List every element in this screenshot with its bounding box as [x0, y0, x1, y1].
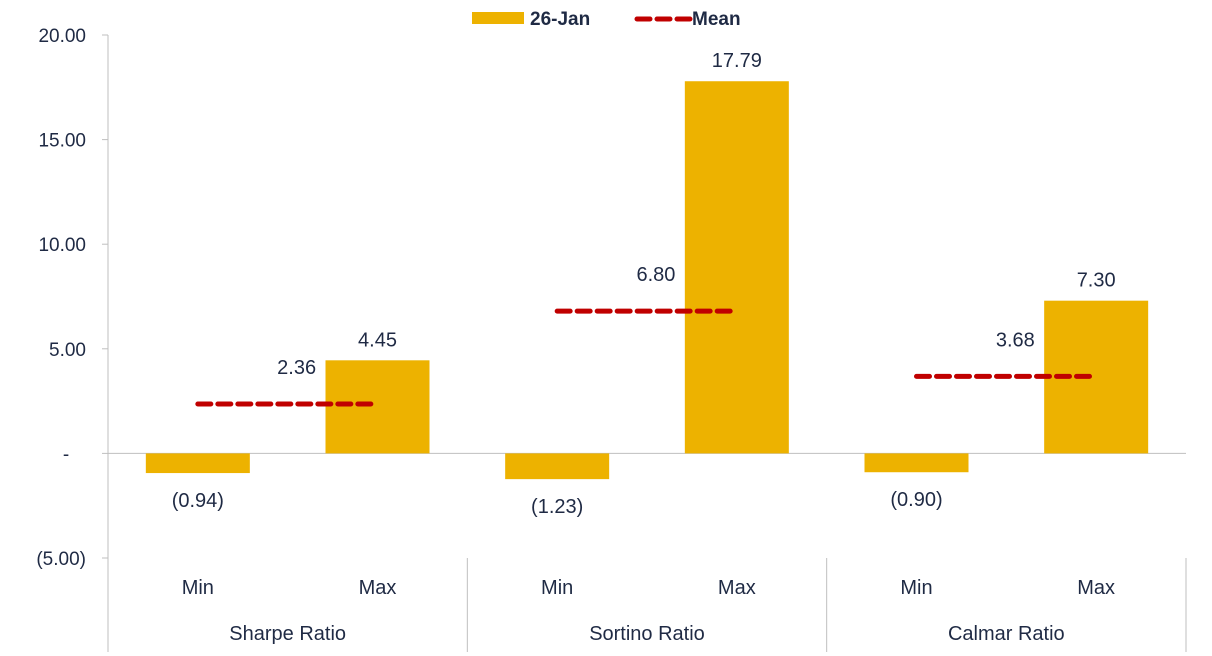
axes: 20.00 15.00 10.00 5.00 - (5.00): [36, 26, 1187, 652]
bar: [325, 360, 430, 454]
mean-data-label: 3.68: [996, 329, 1035, 351]
subcategory-label: Max: [1077, 577, 1115, 599]
y-tick-label: 5.00: [49, 340, 86, 361]
bar-data-label: (1.23): [531, 496, 583, 518]
bar-data-label: (0.94): [172, 490, 224, 512]
legend-bar-swatch: [472, 12, 524, 24]
y-tick-label: 20.00: [38, 26, 86, 47]
y-tick-label: 10.00: [38, 235, 86, 256]
subcategory-label: Min: [182, 577, 214, 599]
bar: [864, 453, 969, 473]
y-tick-label: -: [63, 444, 69, 465]
bar-data-label: 7.30: [1077, 270, 1116, 292]
bar: [145, 453, 250, 474]
group-label: Calmar Ratio: [948, 623, 1065, 645]
bar: [505, 453, 610, 480]
y-tick-label: (5.00): [36, 549, 86, 570]
subcategory-label: Max: [718, 577, 756, 599]
data-labels: (0.94) 4.45 2.36 (1.23) 17.79 6.80 (0.90) 7.30 3…: [172, 50, 1116, 518]
group-label: Sharpe Ratio: [229, 623, 346, 645]
subcategory-label: Max: [359, 577, 397, 599]
mean-lines: [195, 308, 1099, 407]
mean-data-label: 6.80: [637, 264, 676, 286]
legend: 26-Jan Mean: [472, 9, 741, 30]
mean-data-label: 2.36: [277, 357, 316, 379]
legend-bar-label: 26-Jan: [530, 9, 590, 30]
subcategory-label: Min: [541, 577, 573, 599]
group-label: Sortino Ratio: [589, 623, 705, 645]
y-tick-label: 15.00: [38, 131, 86, 152]
subcategory-label: Min: [900, 577, 932, 599]
bar: [684, 81, 789, 454]
bar-data-label: 17.79: [712, 50, 762, 72]
bar-data-label: (0.90): [890, 489, 942, 511]
bar-data-label: 4.45: [358, 329, 397, 351]
category-axis: Min Max Sharpe Ratio Min Max Sortino Ratio Min…: [182, 577, 1115, 645]
legend-mean-label: Mean: [692, 9, 741, 30]
